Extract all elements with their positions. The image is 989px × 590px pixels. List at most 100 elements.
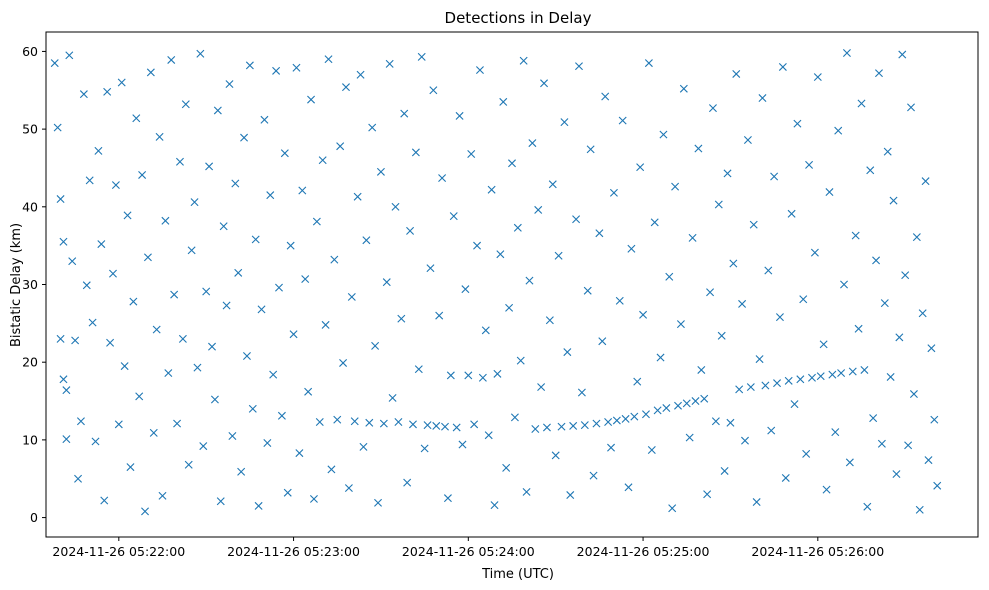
data-point xyxy=(382,278,391,287)
data-point xyxy=(572,215,581,224)
data-point xyxy=(406,226,415,235)
data-point xyxy=(292,63,301,72)
data-point xyxy=(443,494,452,503)
data-point xyxy=(738,299,747,308)
data-point xyxy=(647,445,656,454)
data-point xyxy=(97,240,106,249)
data-point xyxy=(275,283,283,292)
data-point xyxy=(167,55,176,64)
data-point xyxy=(467,149,476,158)
data-point xyxy=(79,90,88,99)
chart-title: Detections in Delay xyxy=(445,9,592,27)
data-point xyxy=(816,372,825,381)
data-point xyxy=(598,337,607,346)
data-point xyxy=(213,106,222,115)
data-point xyxy=(184,460,193,469)
data-point xyxy=(309,494,318,503)
data-point xyxy=(607,443,616,452)
data-point xyxy=(877,439,886,448)
data-point xyxy=(164,369,173,378)
data-point xyxy=(595,229,604,238)
data-point xyxy=(542,423,551,432)
data-point xyxy=(205,162,214,171)
data-point xyxy=(327,465,336,474)
data-point xyxy=(863,502,872,511)
data-point xyxy=(461,285,470,294)
data-point xyxy=(289,330,298,339)
data-point xyxy=(574,62,583,71)
data-point xyxy=(161,216,170,225)
data-point xyxy=(560,118,569,127)
plot-area xyxy=(46,32,978,537)
data-point xyxy=(202,287,211,296)
data-point xyxy=(773,379,782,388)
data-point xyxy=(304,387,313,396)
data-point xyxy=(426,264,435,273)
data-point xyxy=(537,383,546,392)
data-point xyxy=(726,418,735,427)
data-point xyxy=(62,435,71,444)
data-point xyxy=(706,288,715,297)
data-point xyxy=(831,428,840,437)
x-tick-label: 2024-11-26 05:22:00 xyxy=(52,544,185,559)
data-point xyxy=(196,49,205,58)
data-point xyxy=(752,498,761,507)
data-point xyxy=(272,66,281,75)
data-point xyxy=(566,491,575,500)
data-point xyxy=(219,222,228,231)
data-point xyxy=(91,437,100,446)
data-point xyxy=(659,130,668,139)
data-point xyxy=(248,404,257,413)
data-point xyxy=(158,491,167,500)
data-point xyxy=(181,100,190,109)
data-point xyxy=(682,399,691,408)
data-point xyxy=(420,444,429,453)
data-point xyxy=(764,266,773,275)
data-point xyxy=(234,268,243,277)
data-point xyxy=(114,420,123,429)
data-point xyxy=(242,351,251,360)
data-point xyxy=(525,276,534,285)
data-point xyxy=(665,272,674,281)
data-point xyxy=(307,95,316,104)
data-point xyxy=(528,139,537,148)
data-point xyxy=(449,212,458,221)
data-point xyxy=(828,370,837,379)
data-point xyxy=(417,52,426,61)
data-point xyxy=(767,426,776,435)
data-point xyxy=(819,340,828,349)
data-point xyxy=(886,372,895,381)
data-point xyxy=(138,170,147,179)
data-point xyxy=(784,376,793,385)
data-point xyxy=(758,94,767,103)
data-point xyxy=(208,342,217,351)
data-point xyxy=(432,421,441,430)
data-point xyxy=(580,421,589,430)
data-point xyxy=(854,324,863,333)
data-point xyxy=(368,123,377,132)
data-point xyxy=(866,166,875,175)
x-tick-label: 2024-11-26 05:23:00 xyxy=(227,544,360,559)
data-point xyxy=(62,386,71,395)
data-point xyxy=(365,418,374,427)
data-point xyxy=(505,303,514,312)
data-point xyxy=(845,458,854,467)
data-point xyxy=(94,146,103,155)
data-point xyxy=(301,275,310,284)
data-point xyxy=(807,373,816,382)
data-point xyxy=(872,256,881,265)
x-tick-label: 2024-11-26 05:24:00 xyxy=(402,544,535,559)
data-point xyxy=(933,481,942,490)
data-point xyxy=(901,271,910,280)
x-axis: 2024-11-26 05:22:00 2024-11-26 05:23:00 20… xyxy=(52,537,884,559)
data-point xyxy=(376,167,385,176)
data-point xyxy=(790,400,799,409)
data-point xyxy=(540,79,549,88)
data-point xyxy=(178,334,187,343)
data-point xyxy=(210,395,219,404)
data-point xyxy=(793,119,802,128)
data-point xyxy=(676,320,685,329)
data-point xyxy=(478,373,487,382)
data-point xyxy=(298,186,307,195)
